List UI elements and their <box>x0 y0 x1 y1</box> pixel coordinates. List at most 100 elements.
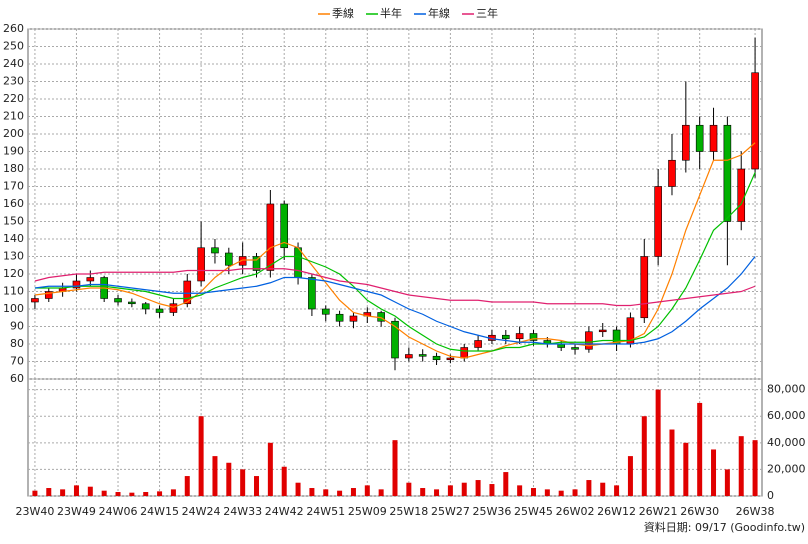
legend-label: 年線 <box>428 6 450 20</box>
volume-bar <box>295 482 301 496</box>
volume-bar <box>614 485 620 496</box>
legend-label: 三年 <box>476 6 498 20</box>
candle-body <box>86 277 95 282</box>
y2-tick-label: 60,000 <box>767 409 806 422</box>
candle-body <box>114 298 122 303</box>
footer: 資料日期: 09/17 (Goodinfo.tw) <box>644 520 805 534</box>
volume-bar <box>115 492 121 496</box>
volume-bar <box>46 488 52 496</box>
y2-tick-label: 40,000 <box>767 436 806 449</box>
candle-body <box>640 256 649 319</box>
ma-line <box>34 142 756 359</box>
volume-bar <box>530 488 536 496</box>
volume-bar <box>240 469 246 496</box>
volume-bar <box>170 489 176 496</box>
candle-body <box>349 315 358 322</box>
volume-bar <box>87 486 93 496</box>
candle-body <box>529 333 538 341</box>
candle-body <box>280 203 289 249</box>
volume-bar <box>60 489 66 496</box>
candle-body <box>128 301 136 305</box>
candle-body <box>515 333 524 340</box>
volume-bar <box>281 466 287 496</box>
x-tick-label: 25W09 <box>348 505 387 518</box>
volume-bar <box>434 489 440 496</box>
volume-bar <box>544 489 550 496</box>
volume-bar <box>184 476 190 496</box>
plot-frame <box>27 28 763 497</box>
x-tick-label: 25W45 <box>514 505 553 518</box>
x-tick-label: 24W24 <box>182 505 221 518</box>
x-tick-label: 23W49 <box>57 505 96 518</box>
candle-body <box>321 308 330 315</box>
candle-body <box>432 355 441 361</box>
candle-body <box>211 247 219 254</box>
volume-bar <box>364 485 370 496</box>
volume-bar <box>157 491 163 496</box>
y-tick-label: 170 <box>3 180 24 193</box>
x-tick-label: 26W38 <box>736 505 775 518</box>
legend-label: 半年 <box>380 6 402 20</box>
candle-body <box>501 334 510 340</box>
y-tick-label: 140 <box>3 232 24 245</box>
y-tick-label: 80 <box>10 337 24 350</box>
candle-body <box>668 159 676 187</box>
volume-bar <box>669 429 675 496</box>
x-tick-label: 24W42 <box>265 505 304 518</box>
x-tick-label: 25W18 <box>389 505 428 518</box>
candle-body <box>44 291 53 299</box>
x-tick-label: 26W30 <box>680 505 719 518</box>
y-tick-label: 180 <box>3 162 24 175</box>
y-tick-label: 260 <box>3 22 24 35</box>
volume-bar <box>73 485 79 496</box>
volume-bar <box>558 490 564 496</box>
x-tick-label: 26W12 <box>597 505 636 518</box>
volume-bar <box>350 488 356 496</box>
candle-body <box>446 357 455 361</box>
volume-bar <box>378 489 384 496</box>
volume-bar <box>572 489 578 496</box>
candle-body <box>751 72 759 170</box>
volume-bar <box>586 480 592 496</box>
candle-body <box>391 320 399 359</box>
y-tick-label: 210 <box>3 110 24 123</box>
candle-body <box>252 256 261 271</box>
y-tick-label: 70 <box>10 355 24 368</box>
candle-body <box>598 329 607 333</box>
y-tick-label: 90 <box>10 320 24 333</box>
volume-bar <box>475 480 481 496</box>
volume-bar <box>738 436 744 496</box>
candle-body <box>709 124 718 152</box>
ma-line <box>34 256 756 345</box>
x-tick-label: 26W21 <box>639 505 678 518</box>
ma-line <box>34 172 756 352</box>
ma-line <box>34 268 756 307</box>
volume-bar <box>392 440 398 496</box>
volume-bar <box>226 462 232 496</box>
volume-bar <box>198 416 204 496</box>
candle-body <box>31 298 39 303</box>
candle-body <box>723 124 732 222</box>
candle-body <box>460 347 469 359</box>
volume-bar <box>267 442 273 496</box>
x-tick-label: 26W02 <box>556 505 595 518</box>
volume-bar <box>309 488 315 496</box>
y-tick-label: 240 <box>3 57 24 70</box>
y-tick-label: 190 <box>3 145 24 158</box>
candle-body <box>155 308 164 313</box>
y-tick-label: 130 <box>3 250 24 263</box>
y2-tick-label: 80,000 <box>767 383 806 396</box>
volume-bar <box>503 472 509 496</box>
y-tick-label: 250 <box>3 40 24 53</box>
volume-bar <box>101 490 107 496</box>
y2-tick-label: 20,000 <box>767 462 806 475</box>
candle-body <box>585 331 593 350</box>
volume-bar <box>447 485 453 496</box>
candle-body <box>737 168 746 222</box>
volume-bar <box>461 482 467 496</box>
y-tick-label: 60 <box>10 372 24 385</box>
candle-body <box>183 280 192 305</box>
candle-body <box>294 247 302 278</box>
x-tick-label: 23W40 <box>15 505 54 518</box>
